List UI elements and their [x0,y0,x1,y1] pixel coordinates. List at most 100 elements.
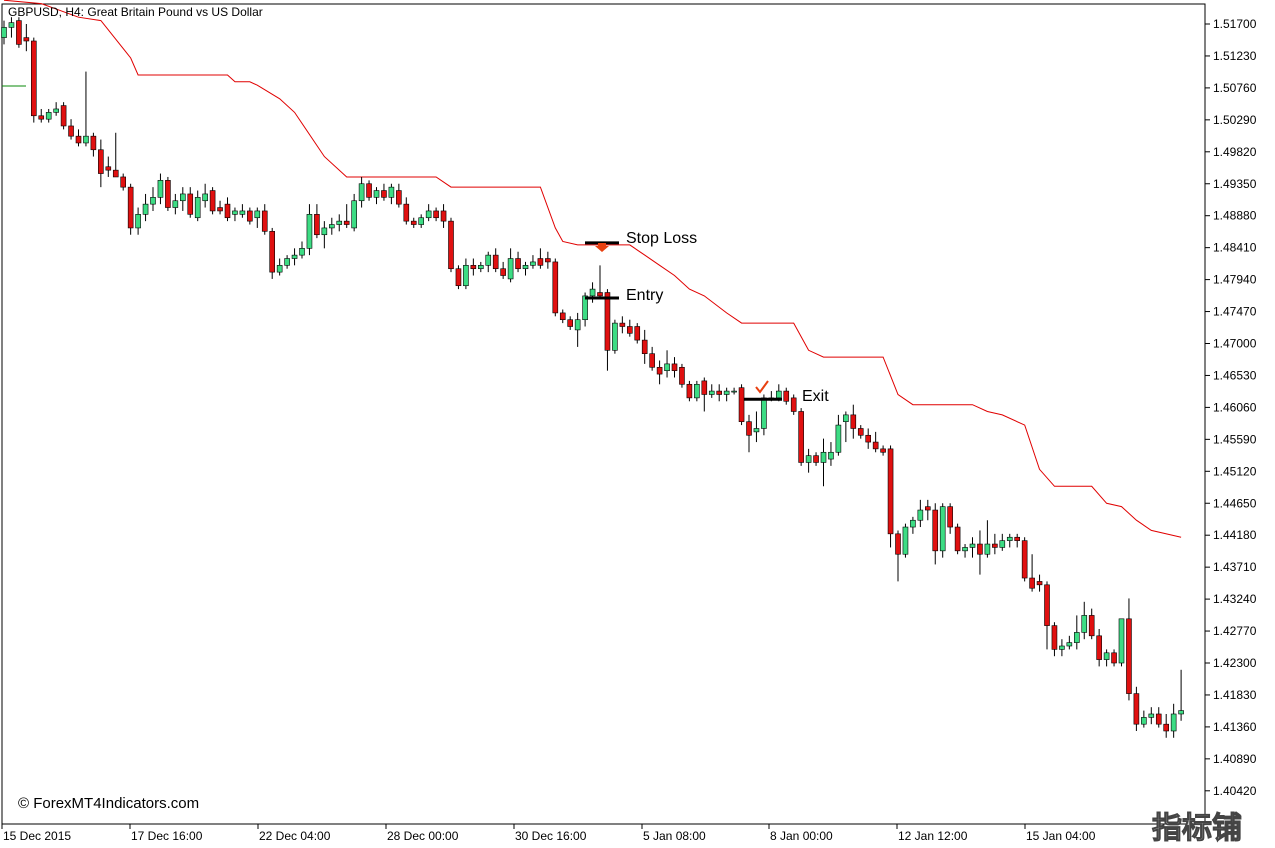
y-tick-label: 1.50290 [1213,113,1257,127]
bull-candle-body [321,227,328,236]
bull-candle-body [1148,713,1155,718]
bull-candle-body [336,220,343,225]
candle [299,241,305,259]
candle [336,214,343,232]
candle [977,530,983,575]
candle [619,316,626,334]
candle [641,329,648,364]
bear-candle-body [887,448,894,535]
bear-candle-body [552,261,559,314]
candle [485,251,492,273]
bear-candle-body [537,258,544,266]
bull-candle-body [507,258,514,280]
bull-candle-body [612,322,618,351]
candle [567,316,574,330]
bear-candle-body [559,312,566,321]
bull-candle-body [328,224,335,229]
bear-candle-body [68,125,74,137]
candle [388,183,395,205]
bear-candle-body [992,543,998,548]
bear-candle-body [1126,618,1132,694]
candle [790,394,797,415]
bull-candle-body [820,451,827,463]
bear-candle-body [448,220,454,270]
candle [1178,669,1184,721]
bull-candle-body [939,506,946,552]
bear-candle-body [850,414,857,429]
entry-label: Entry [626,287,663,304]
bear-candle-body [433,210,439,219]
candle [708,384,715,398]
candle [276,258,283,276]
candle [679,363,685,388]
indicator-line [3,0,1182,538]
candle [1148,707,1155,725]
y-tick-label: 1.47000 [1213,337,1257,351]
candle [396,183,402,208]
candle [224,197,231,222]
bear-candle-body [224,203,231,219]
candle [656,360,663,385]
candle [1081,601,1088,640]
candle [247,207,253,225]
bull-candle-body [1081,615,1088,633]
candle [939,503,946,558]
bear-candle-body [649,353,655,368]
corner-logo: 指标铺 [1152,811,1242,846]
y-tick-label: 1.51700 [1213,17,1257,31]
bear-candle-body [500,268,506,276]
candle [381,183,387,201]
bear-candle-body [880,448,886,453]
y-tick-label: 1.42770 [1213,624,1257,638]
bull-candle-body [239,210,246,215]
candle [239,204,246,218]
bear-candle-body [403,203,410,222]
bear-candle-body [38,115,45,120]
candle [924,499,931,521]
candle [701,377,708,412]
watermark-text: © ForexMT4Indicators.com [18,795,199,812]
x-axis: 15 Dec 2015 17 Dec 16:00 22 Dec 04:00 28 De… [1,824,1096,843]
candle [895,530,901,582]
candle [1074,615,1080,650]
candle [1111,649,1117,667]
bear-candle-body [619,322,626,327]
candle [1051,622,1058,657]
bull-candle-body [135,214,141,229]
bull-candle-body [828,451,834,460]
x-tick-label: 12 Jan 12:00 [898,829,968,843]
bear-candle-body [634,326,641,341]
bear-candle-body [679,366,685,385]
candle [1170,703,1177,738]
bear-candle-body [396,190,402,205]
candle [418,214,425,228]
candle [150,187,156,211]
candle [954,523,961,555]
candle [664,350,670,378]
bear-candle-body [455,268,462,287]
bull-candle-body [8,22,15,28]
bull-candle-body [351,200,357,229]
bear-candle-body [269,231,276,273]
bear-candle-body [716,390,723,395]
candle [1014,533,1021,548]
candle [865,428,872,449]
candle [68,119,74,140]
bull-candle-body [1006,536,1013,541]
bull-candle-body [254,210,261,219]
candle [902,523,909,558]
candle [373,187,380,205]
bear-candle-body [783,390,790,402]
candle [1059,639,1065,657]
bull-candle-body [306,214,313,249]
candle [463,258,469,290]
bear-candle-body [366,183,372,198]
bull-candle-body [463,265,469,287]
bear-candle-body [60,105,67,127]
bear-candle-body [1014,536,1021,541]
candle [254,207,261,228]
candle [612,319,618,354]
candle [820,438,827,487]
x-tick-label: 28 Dec 00:00 [387,829,459,843]
